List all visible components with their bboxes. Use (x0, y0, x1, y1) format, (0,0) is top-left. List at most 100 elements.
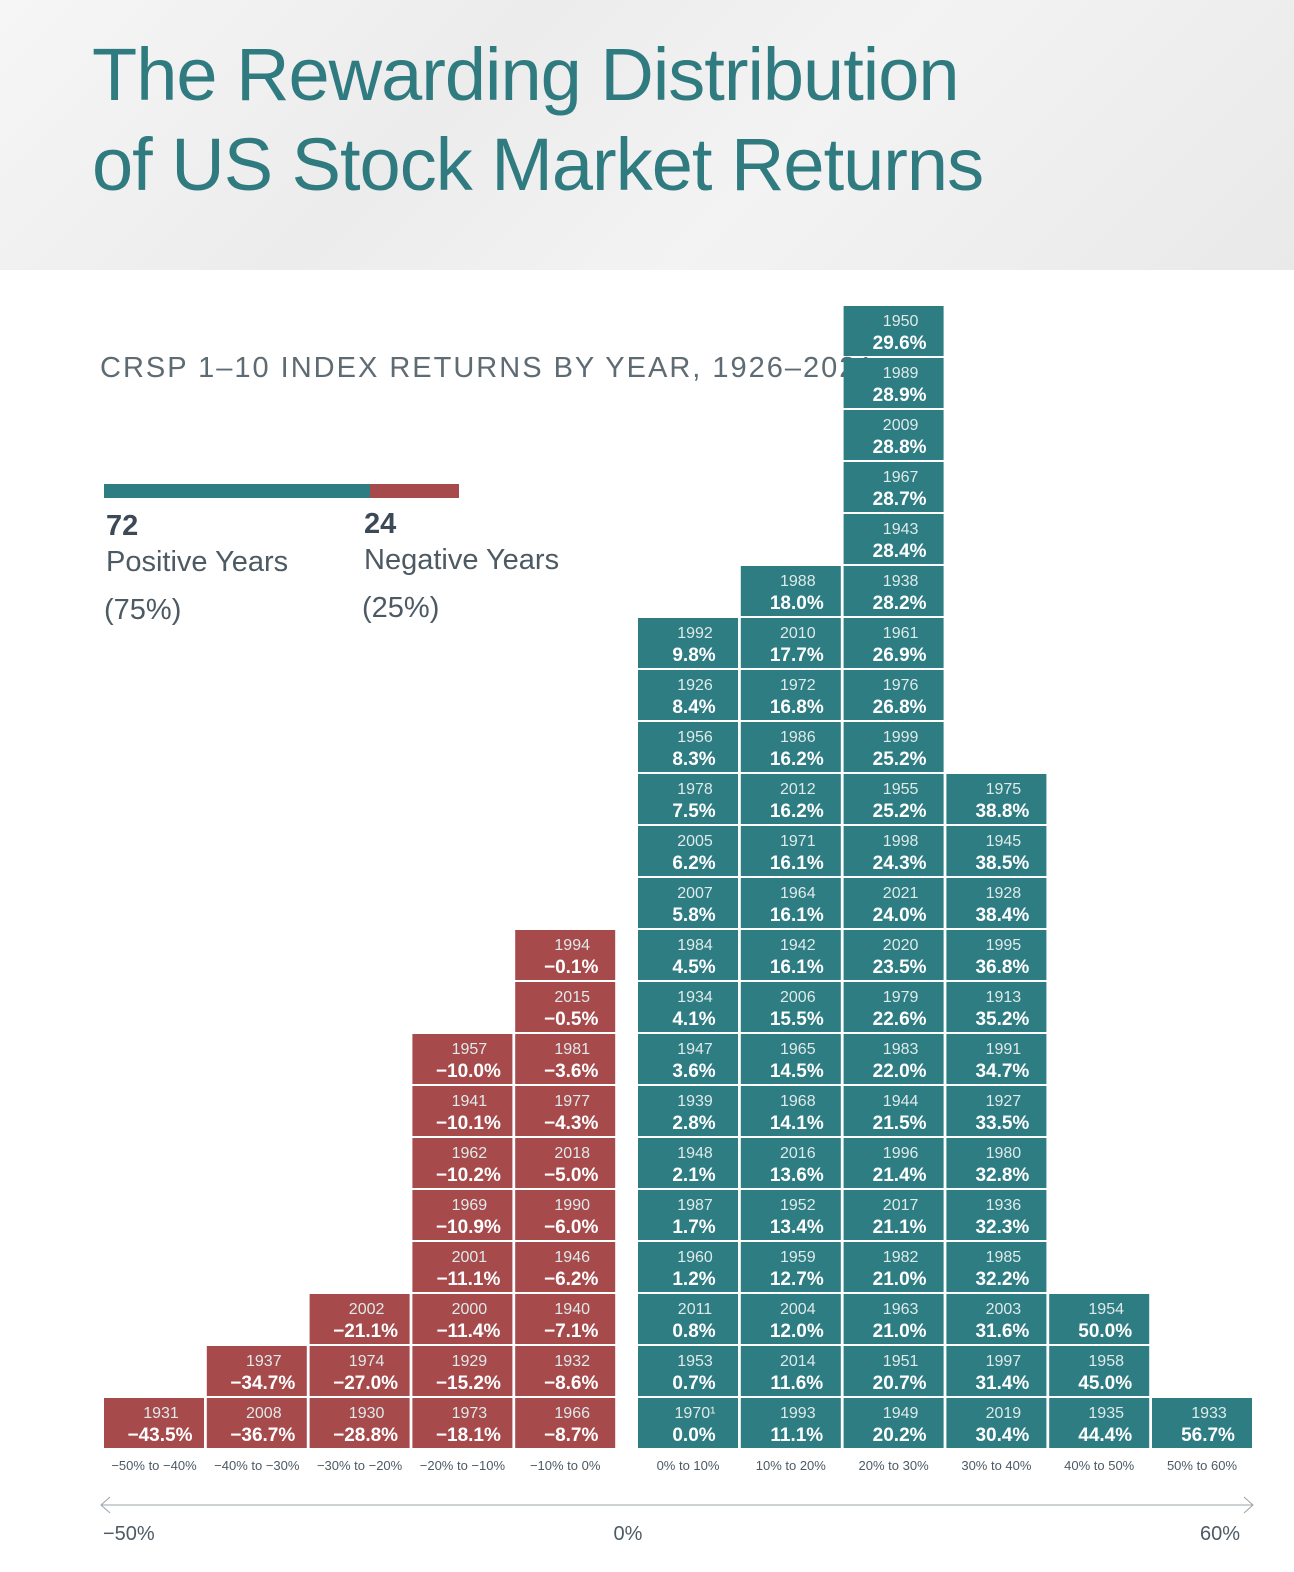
cell-year-label: 1989 (883, 365, 919, 382)
year-cell (843, 306, 944, 356)
cell-return-label: −10.0% (436, 1061, 501, 1082)
cell-return-label: 38.4% (975, 905, 1029, 926)
cell-year-label: 2011 (678, 1301, 713, 1318)
year-cell (638, 1190, 738, 1240)
year-cell (638, 1294, 738, 1344)
cell-year-label: 1948 (677, 1145, 713, 1162)
cell-return-label: −15.2% (436, 1373, 501, 1394)
cell-return-label: 14.1% (770, 1113, 824, 1134)
cell-year-label: 1957 (452, 1041, 488, 1058)
year-cell (638, 878, 738, 928)
year-cell (946, 1086, 1047, 1136)
year-cell (412, 1190, 513, 1240)
year-cell (740, 774, 841, 824)
cell-return-label: −10.9% (436, 1217, 501, 1238)
cell-year-label: 1959 (780, 1249, 816, 1266)
cell-year-label: 1934 (677, 989, 713, 1006)
cell-return-label: −28.8% (333, 1425, 398, 1446)
cell-return-label: 24.3% (873, 853, 927, 874)
year-cell (515, 1034, 616, 1084)
bin-range-label: 20% to 30% (859, 1458, 930, 1473)
year-cell (638, 1346, 738, 1396)
cell-year-label: 1933 (1191, 1405, 1227, 1422)
cell-year-label: 1988 (780, 573, 816, 590)
cell-year-label: 1964 (780, 885, 816, 902)
year-cell (412, 1086, 513, 1136)
year-cell (946, 1294, 1047, 1344)
cell-return-label: 9.8% (672, 645, 715, 666)
cell-return-label: 28.8% (873, 437, 927, 458)
axis-label-max: 60% (1200, 1523, 1240, 1545)
cell-return-label: 21.4% (873, 1165, 927, 1186)
cell-return-label: 15.5% (770, 1009, 824, 1030)
year-cell (1049, 1294, 1150, 1344)
cell-return-label: −8.7% (544, 1425, 599, 1446)
cell-return-label: 0.0% (672, 1425, 715, 1446)
cell-year-label: 1942 (780, 937, 816, 954)
cell-year-label: 1927 (986, 1093, 1022, 1110)
cell-return-label: −3.6% (544, 1061, 599, 1082)
cell-year-label: 2021 (883, 885, 919, 902)
cell-year-label: 2020 (883, 937, 919, 954)
cell-year-label: 1991 (986, 1041, 1022, 1058)
cell-year-label: 1961 (883, 625, 919, 642)
year-cell (843, 462, 944, 512)
positive-share-bar (104, 484, 370, 498)
year-cell (946, 982, 1047, 1032)
cell-return-label: 24.0% (873, 905, 927, 926)
year-cell (515, 1346, 616, 1396)
cell-return-label: 17.7% (770, 645, 824, 666)
cell-return-label: −0.5% (544, 1009, 599, 1030)
axis-arrow-right (1243, 1496, 1254, 1514)
cell-year-label: 1928 (986, 885, 1022, 902)
cell-return-label: 4.5% (672, 957, 715, 978)
cell-year-label: 1951 (883, 1353, 919, 1370)
cell-year-label: 2007 (677, 885, 713, 902)
cell-return-label: −18.1% (436, 1425, 501, 1446)
cell-year-label: 1937 (246, 1353, 282, 1370)
cell-return-label: 28.4% (873, 541, 927, 562)
cell-return-label: −34.7% (230, 1373, 295, 1394)
cell-return-label: 21.0% (873, 1321, 927, 1342)
title-line-2: of US Stock Market Returns (92, 123, 984, 206)
cell-year-label: 2000 (452, 1301, 488, 1318)
year-cell (843, 982, 944, 1032)
bin-range-label: 40% to 50% (1064, 1458, 1135, 1473)
cell-year-label: 1956 (677, 729, 713, 746)
cell-year-label: 1987 (677, 1197, 713, 1214)
cell-year-label: 1995 (986, 937, 1022, 954)
year-cell (309, 1398, 410, 1448)
cell-return-label: 56.7% (1181, 1425, 1235, 1446)
cell-return-label: 16.1% (770, 905, 824, 926)
year-cell (1049, 1346, 1150, 1396)
year-cell (638, 1138, 738, 1188)
cell-return-label: 1.7% (672, 1217, 715, 1238)
cell-year-label: 2014 (780, 1353, 816, 1370)
cell-return-label: 11.1% (770, 1425, 823, 1446)
cell-return-label: 25.2% (873, 749, 927, 770)
cell-year-label: 1978 (677, 781, 713, 798)
bin-range-label: 0% to 10% (657, 1458, 720, 1473)
header-band: The Rewarding Distribution of US Stock M… (0, 0, 1294, 270)
cell-return-label: 18.0% (770, 593, 824, 614)
cell-year-label: 1998 (883, 833, 919, 850)
year-cell (946, 930, 1047, 980)
year-cell (412, 1346, 513, 1396)
cell-return-label: 14.5% (770, 1061, 824, 1082)
cell-year-label: 1926 (677, 677, 713, 694)
cell-return-label: 22.6% (873, 1009, 927, 1030)
year-cell (515, 1190, 616, 1240)
year-cell (206, 1398, 307, 1448)
cell-return-label: 28.9% (873, 385, 927, 406)
cell-return-label: 36.8% (975, 957, 1029, 978)
cell-return-label: 32.3% (975, 1217, 1029, 1238)
year-cell (515, 1086, 616, 1136)
cell-return-label: −5.0% (544, 1165, 599, 1186)
cell-year-label: 1960 (677, 1249, 713, 1266)
cell-year-label: 1947 (677, 1041, 713, 1058)
cell-return-label: −11.4% (436, 1321, 500, 1342)
cell-year-label: 1968 (780, 1093, 816, 1110)
cell-year-label: 2009 (883, 417, 919, 434)
year-cell (843, 410, 944, 460)
